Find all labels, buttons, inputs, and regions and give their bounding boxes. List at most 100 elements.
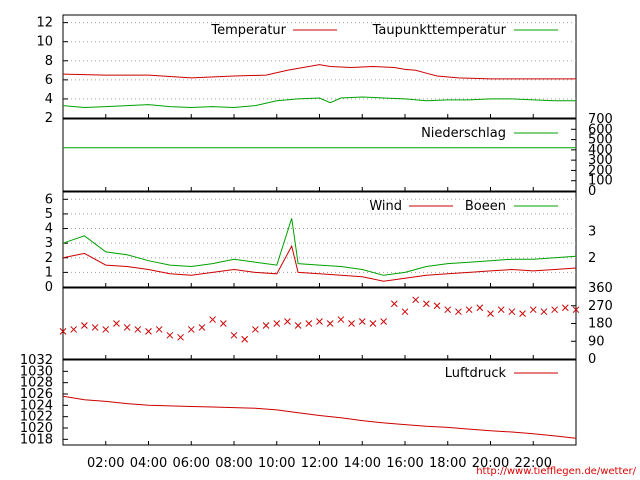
scatter-point [305, 320, 313, 327]
x-tick-label: 14:00 [344, 456, 381, 471]
scatter-point [423, 300, 430, 308]
y-tick-label: 1024 [20, 398, 53, 413]
y-tick-label: 270 [588, 299, 613, 314]
scatter-point [252, 326, 259, 333]
scatter-point [145, 328, 152, 335]
scatter-point [123, 324, 131, 331]
scatter-point [465, 306, 473, 314]
scatter-point [91, 324, 99, 331]
legend-label: Niederschlag [421, 126, 506, 141]
y-tick-label: 90 [588, 334, 605, 349]
x-tick-label: 22:00 [515, 456, 552, 471]
y-tick-label: 500 [588, 133, 613, 148]
scatter-point [262, 322, 270, 329]
plot-frame [62, 287, 577, 360]
y-tick-label: 200 [588, 163, 613, 178]
legend-label: Luftdruck [445, 366, 507, 381]
scatter-point [230, 331, 238, 339]
x-tick-label: 16:00 [386, 456, 423, 471]
series-line-taupunkttemperatur [62, 96, 576, 109]
y-tick-label: 2 [45, 251, 53, 266]
series-line-temperatur [62, 64, 576, 80]
scatter-point [219, 320, 227, 327]
scatter-point [401, 308, 409, 316]
scatter-point [273, 320, 281, 327]
y-tick-label: 5 [45, 207, 53, 222]
series-line-wind [62, 244, 577, 282]
scatter-point [508, 308, 516, 316]
y-tick-label: 360 [588, 281, 613, 296]
x-tick-label: 04:00 [130, 456, 167, 471]
scatter-point [572, 306, 580, 314]
scatter-point [529, 306, 537, 314]
y-tick-label: 1022 [20, 410, 53, 425]
temperature-panel: 2 4 6 8 10 12 Temperatur Taupunkttemperatur [36, 14, 577, 126]
source-link[interactable]: http://www.tiefflegen.de/wetter/ [476, 466, 636, 477]
scatter-point [561, 304, 569, 312]
scatter-point [487, 310, 494, 317]
y-tick-label: 1028 [20, 376, 53, 391]
scatter-point [390, 300, 398, 308]
y-tick-label: 0 [588, 184, 596, 199]
y-tick-label: 10 [36, 35, 53, 50]
y-tick-label: 4 [45, 92, 53, 107]
y-tick-label: 8 [45, 54, 53, 69]
legend-label: Wind [369, 199, 402, 214]
scatter-point [81, 322, 88, 329]
y-tick-label: 0 [588, 352, 596, 367]
scatter-point [380, 318, 387, 325]
scatter-point [198, 324, 206, 331]
y-tick-label: 180 [588, 317, 613, 332]
scatter-point [497, 306, 505, 314]
x-tick-label: 06:00 [173, 456, 210, 471]
y-tick-label: 4 [45, 222, 53, 237]
legend-label: Taupunkttemperatur [372, 23, 507, 38]
wind-direction-panel: 0 90 180 270 360 [59, 281, 613, 367]
y-tick-label: 1020 [20, 421, 53, 436]
scatter-point [412, 296, 420, 304]
y-tick-label: 1 [45, 265, 53, 280]
x-tick-label: 12:00 [301, 456, 338, 471]
scatter-point [113, 320, 120, 327]
scatter-point [70, 326, 78, 333]
x-tick-label: 10:00 [258, 456, 295, 471]
scatter-point [455, 308, 462, 316]
x-tick-label: 20:00 [472, 456, 509, 471]
y-tick-label: 700 [588, 112, 613, 127]
right-tick-label: 2 [588, 251, 596, 266]
y-tick-label: 2 [45, 111, 53, 126]
legend-label: Boeen [465, 199, 506, 214]
y-tick-label: 1018 [20, 432, 53, 447]
y-tick-label: 1026 [20, 387, 53, 402]
scatter-point [326, 320, 334, 327]
scatter-point [519, 310, 526, 317]
scatter-point [155, 326, 163, 333]
x-tick-label: 02:00 [87, 456, 124, 471]
right-tick-label: 3 [588, 224, 596, 239]
y-tick-label: 100 [588, 174, 613, 189]
series-line-boeen [62, 218, 577, 276]
x-tick-label: 18:00 [429, 456, 466, 471]
y-tick-label: 3 [45, 236, 53, 251]
scatter-point [369, 320, 377, 327]
scatter-point [134, 326, 142, 333]
scatter-point [540, 308, 548, 316]
legend-label: Temperatur [210, 23, 286, 38]
scatter-point [476, 304, 484, 312]
scatter-point [177, 333, 184, 341]
y-tick-label: 1030 [20, 364, 53, 379]
scatter-point [187, 326, 195, 333]
scatter-point [316, 318, 323, 325]
y-tick-label: 400 [588, 143, 613, 158]
scatter-point [444, 306, 452, 314]
scatter-point [551, 306, 558, 314]
x-tick-label: 08:00 [215, 456, 252, 471]
scatter-point [284, 318, 291, 325]
scatter-point [241, 335, 249, 343]
scatter-point [348, 320, 355, 327]
y-tick-label: 600 [588, 122, 613, 137]
scatter-point [433, 302, 441, 310]
